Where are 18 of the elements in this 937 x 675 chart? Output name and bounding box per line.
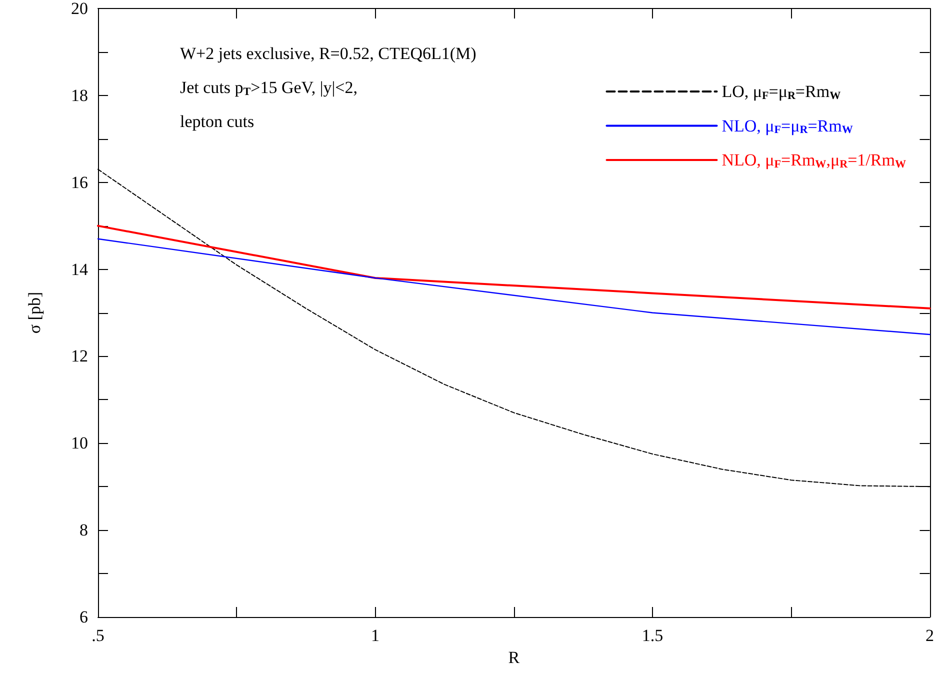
annotation: W+2 jets exclusive, R=0.52, CTEQ6L1(M)	[180, 44, 476, 63]
y-tick-label: 14	[71, 260, 88, 279]
x-tick-label: 2	[926, 626, 934, 645]
y-tick-label: 16	[71, 172, 88, 192]
line-series	[97, 238, 930, 336]
y-tick-label: 10	[71, 434, 88, 453]
y-tick-label: 18	[71, 86, 88, 105]
y-tick-label: 12	[71, 346, 88, 366]
x-tick-label: .5	[92, 626, 104, 645]
y-tick-label: 20	[71, 0, 88, 18]
y-tick-label: 8	[80, 520, 88, 540]
x-tick-label: 1.5	[642, 626, 664, 645]
x-axis-title: R	[508, 648, 520, 667]
x-tick-label: 1	[371, 626, 380, 645]
y-tick-label: 6	[80, 608, 88, 626]
y-axis-title: σ [pb]	[25, 292, 44, 334]
annotation: lepton cuts	[180, 112, 254, 131]
line-series	[97, 224, 931, 310]
